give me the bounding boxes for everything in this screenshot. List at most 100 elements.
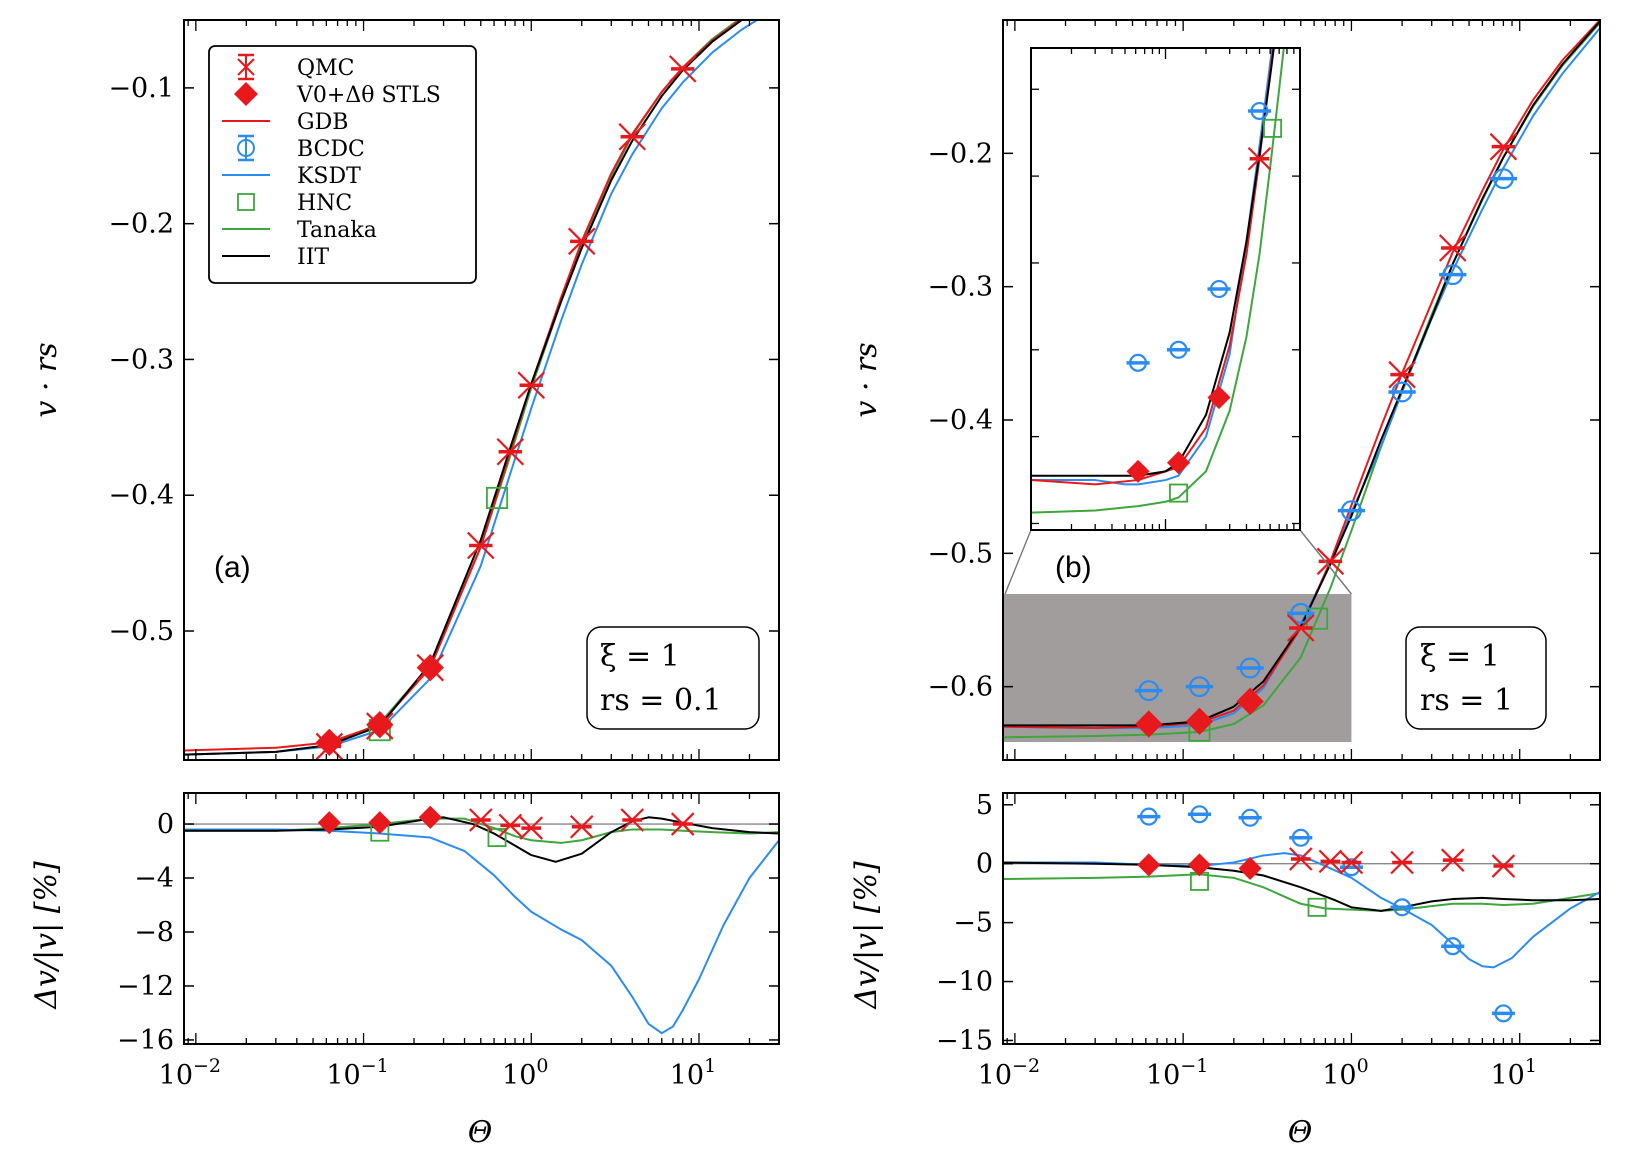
panel-a-residual-qmc-point-3 — [569, 814, 594, 839]
panel-b-residual-v0-point-2 — [1238, 856, 1262, 880]
panel-a-residual-qmc-point-0 — [469, 808, 493, 832]
panel-b-residual-xtick-label-0: 10−2 — [978, 1055, 1040, 1091]
legend-item-ksdt: KSDT — [222, 164, 361, 189]
panel-b-main-ytick-label-0: −0.2 — [927, 138, 993, 169]
panel-a-residual-ytick-label-4: −16 — [117, 1025, 174, 1056]
tanaka-curve — [1003, 873, 1600, 912]
panel-b-inset-bcdc-point-0 — [1126, 353, 1150, 372]
panel-a-label: (a) — [214, 551, 251, 584]
panel-a-residual-y-axis-title: Δv/|v| [%] — [29, 861, 64, 1010]
panel-a-v0-point-0 — [315, 728, 343, 756]
panel-a-main-plot: −0.1 −0.2 −0.3 −0.4 −0.5 — [108, 19, 780, 761]
panel-b-residual-v0-point-0 — [1137, 853, 1161, 877]
bcdc-legend-circle — [237, 139, 255, 157]
v0-legend-diamond — [234, 82, 258, 106]
panel-b-residual-bcdc-point-5 — [1390, 898, 1414, 917]
panel-b-main-ytick-label-4: −0.6 — [927, 672, 993, 703]
legend-item-v0: V0+Δθ STLS — [234, 82, 441, 108]
legend-item-bcdc: BCDC — [237, 134, 365, 162]
panel-a-hnc-point-1 — [485, 486, 509, 509]
panel-a-residual-ytick-label-1: −4 — [134, 863, 174, 894]
panel-b-qmc-point-4 — [1489, 132, 1518, 161]
legend-label-gdb: GDB — [297, 110, 348, 135]
panel-b-residual-ytick-label-4: −15 — [936, 1025, 993, 1056]
panel-b-main-frame — [1002, 19, 1601, 761]
inset-connector-left — [1004, 529, 1032, 595]
panel-a-residual-hnc-point-1 — [487, 828, 507, 848]
panel-a-param-rs: rs = 0.1 — [600, 683, 722, 718]
panel-a-residual-v0-point-1 — [368, 811, 392, 835]
panel-b-residual-qmc-point-5 — [1491, 854, 1516, 878]
panel-a-main-ytick-label-4: −0.5 — [108, 616, 174, 647]
panel-a-qmc-point-3 — [467, 531, 495, 560]
qmc-legend-x-b — [237, 58, 255, 76]
legend-label-v0: V0+Δθ STLS — [296, 83, 441, 108]
panel-a-residual-ytick-label-2: −8 — [134, 917, 174, 948]
panel-a-x-axis-title: Θ — [468, 1115, 493, 1149]
panel-b-residual-qmc-point-4 — [1440, 848, 1465, 872]
panel-b-residual-hnc-point-1 — [1307, 897, 1327, 917]
panel-b-main-ytick-label-2: −0.4 — [927, 405, 993, 436]
legend-label-qmc: QMC — [297, 56, 354, 81]
panel-b-residual-v0-point-1 — [1187, 853, 1212, 877]
hnc-legend-square — [237, 193, 255, 211]
legend-item-gdb: GDB — [222, 110, 348, 135]
panel-b-bcdc-point-1 — [1185, 676, 1214, 698]
iit-curve — [184, 20, 744, 756]
panel-a-residual-xtick-label-3: 101 — [670, 1055, 716, 1091]
panel-b-bcdc-point-6 — [1439, 264, 1467, 286]
panel-b-residual-ytick-label-0: 5 — [976, 790, 993, 821]
panel-b-inset-bcdc-point-3 — [1247, 101, 1272, 120]
inset-connector-right — [1299, 529, 1352, 595]
panel-b-inset-v0-point-1 — [1166, 451, 1191, 475]
panel-b-qmc-point-0 — [1286, 614, 1315, 642]
panel-b-bcdc-point-7 — [1489, 168, 1518, 190]
ksdt-curve — [1031, 48, 1274, 486]
panel-b-residual-bcdc-point-7 — [1491, 1004, 1515, 1023]
legend-label-bcdc: BCDC — [297, 137, 365, 162]
panel-a-residual-xtick-label-0: 10−2 — [159, 1055, 221, 1091]
panel-b-main-ytick-label-3: −0.5 — [927, 538, 993, 569]
legend-label-iit: IIT — [297, 245, 329, 270]
panel-b-inset-hnc-point-1 — [1263, 118, 1283, 138]
panel-b-x-axis-title: Θ — [1288, 1115, 1313, 1149]
panel-b-residual-ytick-label-1: 0 — [976, 849, 993, 880]
panel-a-residual-ytick-label-3: −12 — [117, 971, 174, 1002]
panel-a-residual-qmc-point-5 — [670, 812, 695, 836]
panel-a-residual-qmc-point-1 — [498, 813, 523, 838]
ksdt-curve — [184, 828, 779, 1035]
panel-b-inset-qmc-point-0 — [1247, 146, 1272, 171]
panel-a-main-ytick-label-3: −0.4 — [108, 480, 174, 511]
panel-b-residual-bcdc-point-0 — [1137, 807, 1161, 826]
panel-a-qmc-point-5 — [517, 371, 546, 400]
legend-label-ksdt: KSDT — [297, 164, 361, 189]
panel-b-residual-xtick-label-3: 101 — [1490, 1055, 1536, 1091]
panel-b-param-xi: ξ = 1 — [1420, 639, 1500, 674]
panel-a-qmc-point-6 — [567, 227, 596, 256]
panel-b-inset-bcdc-point-1 — [1166, 340, 1191, 359]
ksdt-curve — [1003, 852, 1600, 969]
panel-a-param-xi: ξ = 1 — [600, 639, 680, 674]
panel-b-v0-point-1 — [1185, 707, 1214, 735]
panel-b-bcdc-point-5 — [1388, 381, 1416, 403]
panel-a-residual-frame — [183, 792, 780, 1045]
legend-item-qmc: QMC — [237, 53, 354, 81]
legend-item-tanaka: Tanaka — [222, 218, 377, 243]
panel-b-qmc-point-3 — [1438, 234, 1467, 262]
panel-a-qmc-point-8 — [668, 55, 697, 83]
panel-b-residual-bcdc-point-3 — [1289, 828, 1313, 847]
panel-b-inset-hnc-point-0 — [1169, 483, 1189, 503]
panel-b-bcdc-point-2 — [1236, 657, 1264, 679]
panel-b-residual-xtick-label-1: 10−1 — [1146, 1055, 1208, 1091]
panel-b-residual-frame — [1002, 792, 1601, 1045]
panel-b-residual-bcdc-point-1 — [1187, 805, 1212, 824]
panel-b-residual-qmc-point-1 — [1318, 849, 1343, 874]
panel-b-hnc-point-1 — [1306, 607, 1329, 630]
panel-b-residual-bcdc-point-6 — [1441, 937, 1465, 956]
panel-b-inset-bcdc-point-2 — [1207, 279, 1231, 299]
